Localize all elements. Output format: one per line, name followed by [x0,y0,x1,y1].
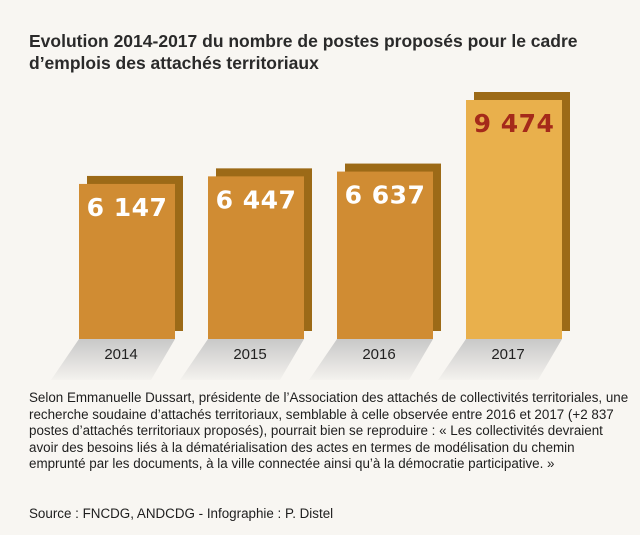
bar-value-label: 6 447 [216,185,297,214]
x-tick-label: 2015 [233,346,266,363]
bar-floor-shadow [51,339,175,380]
x-tick-label: 2014 [104,346,137,363]
bar [79,183,175,339]
bar [208,176,304,339]
chart-title: Evolution 2014-2017 du nombre de postes … [29,31,578,73]
bar-value-label: 9 474 [474,109,555,138]
bar-floor-shadow [309,339,433,380]
x-tick-label: 2017 [491,346,524,363]
bar [466,100,562,339]
bar-floor-shadow [438,339,562,380]
x-tick-label: 2016 [362,346,395,363]
bar-chart: 6 147 2014 6 447 2015 6 637 2016 9 474 2017 [51,92,570,380]
bar-value-label: 6 637 [345,181,426,210]
bar [337,171,433,339]
body-text: Selon Emmanuelle Dussart, présidente de … [29,390,629,472]
bar-value-label: 6 147 [87,193,168,222]
bar-floor-shadow [180,339,304,380]
source-credit: Source : FNCDG, ANDCDG - Infographie : P… [29,506,334,521]
